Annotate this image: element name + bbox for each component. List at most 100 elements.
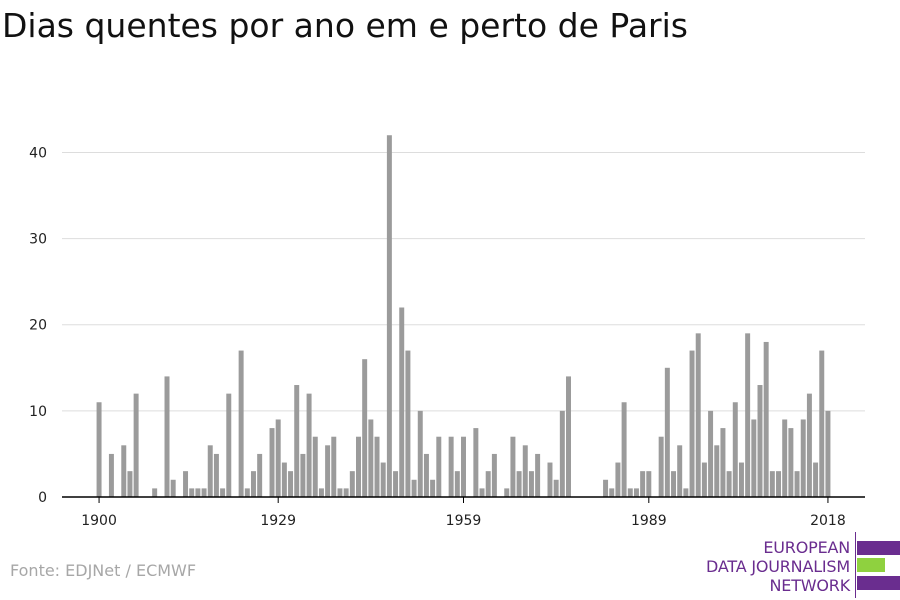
bar-1991 <box>658 436 664 497</box>
y-tick-label: 40 <box>29 145 47 161</box>
bar-2018 <box>825 410 831 497</box>
bar-2012 <box>788 428 794 497</box>
bar-1921 <box>226 393 232 497</box>
bar-2011 <box>782 419 788 497</box>
bar-2010 <box>776 471 782 497</box>
bar-1987 <box>633 488 639 497</box>
bar-1983 <box>609 488 615 497</box>
bar-1943 <box>362 359 368 497</box>
bar-1925 <box>250 471 256 497</box>
bar-1986 <box>627 488 633 497</box>
bar-1930 <box>281 462 287 497</box>
y-tick-label: 30 <box>29 232 47 248</box>
y-tick-label: 20 <box>29 318 47 334</box>
bar-1944 <box>368 419 374 497</box>
bar-2003 <box>732 402 738 497</box>
x-tick-label: 1900 <box>81 513 117 529</box>
bar-1959 <box>461 436 466 497</box>
logo-line-2: DATA JOURNALISM <box>706 557 850 576</box>
bar-1940 <box>343 488 349 497</box>
bar-2005 <box>745 333 751 497</box>
bar-1958 <box>454 471 460 497</box>
bar-2004 <box>738 462 744 497</box>
x-tick-label: 1929 <box>260 513 296 529</box>
bar-1985 <box>621 402 627 497</box>
bar-1949 <box>399 307 405 497</box>
bar-1995 <box>683 488 689 497</box>
bar-1933 <box>300 453 306 497</box>
bar-1997 <box>695 333 701 497</box>
bar-1946 <box>380 462 386 497</box>
x-tick-label: 1959 <box>446 513 482 529</box>
bar-1952 <box>417 410 423 497</box>
bar-1936 <box>318 488 324 497</box>
bar-1918 <box>207 445 213 497</box>
bar-1993 <box>671 471 677 497</box>
bar-2016 <box>813 462 819 497</box>
bar-1926 <box>257 453 263 497</box>
bar-2015 <box>806 393 812 497</box>
bar-1905 <box>127 471 133 497</box>
x-tick-labels: 1900 1929 1959 1989 2018 <box>81 513 846 529</box>
bar-1964 <box>491 453 497 497</box>
bar-2007 <box>757 385 763 497</box>
x-tick-label: 1989 <box>631 513 667 529</box>
bar-1935 <box>312 436 318 497</box>
bar-1963 <box>485 471 491 497</box>
bar-1924 <box>244 488 250 497</box>
bar-1951 <box>411 479 417 497</box>
bar-1911 <box>164 376 170 497</box>
bar-1906 <box>133 393 139 497</box>
bar-1954 <box>430 479 436 497</box>
bar-1909 <box>152 488 158 497</box>
bar-1976 <box>566 376 571 497</box>
y-tick-label: 10 <box>29 404 47 420</box>
bar-1932 <box>294 385 300 497</box>
chart-title: Dias quentes por ano em e perto de Paris <box>2 6 688 45</box>
bar-1989 <box>646 471 652 497</box>
bar-1920 <box>220 488 226 497</box>
logo-bar-purple-top <box>857 541 900 555</box>
logo-divider <box>855 532 856 598</box>
bar-2002 <box>726 471 732 497</box>
bar-1975 <box>559 410 565 497</box>
edjnet-logo: EUROPEAN DATA JOURNALISM NETWORK <box>700 532 900 598</box>
bar-2013 <box>794 471 800 497</box>
bar-1999 <box>708 410 714 497</box>
bar-1969 <box>522 445 528 497</box>
bar-2009 <box>769 471 775 497</box>
bar-1900 <box>96 402 102 497</box>
bar-1992 <box>664 367 670 497</box>
bar-1915 <box>189 488 195 497</box>
bar-1996 <box>689 350 695 497</box>
source-note: Fonte: EDJNet / ECMWF <box>10 561 197 580</box>
logo-line-3: NETWORK <box>769 576 851 595</box>
bar-1919 <box>213 453 219 497</box>
bar-1950 <box>405 350 411 497</box>
x-tick-label: 2018 <box>810 513 846 529</box>
bar-1928 <box>269 428 275 497</box>
bar-1945 <box>374 436 380 497</box>
bar-1938 <box>331 436 337 497</box>
bar-1912 <box>170 479 176 497</box>
bar-1923 <box>238 350 244 497</box>
bar-1984 <box>615 462 621 497</box>
gridlines <box>62 151 865 412</box>
bar-1957 <box>448 436 454 497</box>
bar-1955 <box>436 436 442 497</box>
bar-1962 <box>479 488 485 497</box>
bar-2000 <box>714 445 720 497</box>
bar-1934 <box>306 393 312 497</box>
bar-1939 <box>337 488 343 497</box>
bar-1916 <box>195 488 201 497</box>
y-tick-labels: 0 10 20 30 40 <box>29 145 47 506</box>
bar-1966 <box>504 488 510 497</box>
bar-1914 <box>183 471 189 497</box>
bar-1994 <box>677 445 683 497</box>
bar-1917 <box>201 488 207 497</box>
bar-1942 <box>356 436 361 497</box>
bar-1948 <box>393 471 399 497</box>
bar-1967 <box>510 436 516 497</box>
bar-2006 <box>751 419 757 497</box>
